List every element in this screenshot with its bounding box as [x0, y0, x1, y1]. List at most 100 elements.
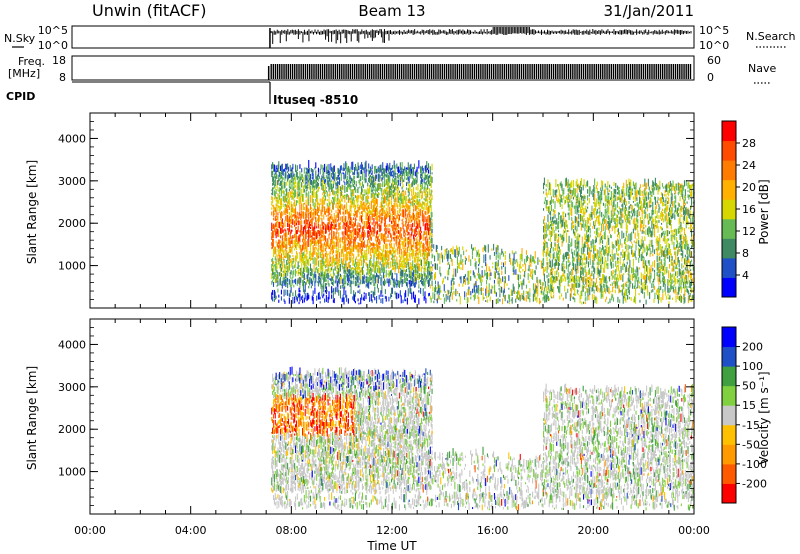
power-cell: [561, 240, 563, 247]
power-cell: [280, 205, 282, 211]
power-cell: [617, 186, 619, 195]
power-cell: [385, 264, 387, 269]
power-cell: [303, 273, 305, 281]
power-cell: [386, 249, 388, 258]
power-cell: [681, 206, 683, 213]
power-cell: [610, 256, 612, 260]
power-cell: [347, 274, 349, 283]
power-cell: [582, 219, 584, 229]
power-cell: [279, 187, 281, 194]
power-cell: [601, 180, 603, 189]
power-cell: [470, 270, 472, 274]
power-cell: [547, 214, 549, 222]
power-cell: [337, 271, 339, 280]
power-cell: [393, 170, 395, 177]
power-cell: [355, 181, 357, 184]
power-cell: [662, 213, 664, 217]
power-cell: [313, 273, 315, 283]
power-cell: [631, 249, 634, 258]
power-cell: [355, 237, 357, 240]
power-cell: [398, 280, 401, 288]
power-cell: [373, 252, 375, 255]
power-cell: [380, 252, 382, 257]
power-cell: [342, 224, 344, 230]
power-cell: [398, 280, 400, 288]
power-cell: [502, 251, 504, 254]
power-cell: [393, 284, 395, 288]
power-cell: [661, 232, 663, 238]
power-cell: [662, 197, 664, 203]
power-cell: [293, 177, 295, 185]
power-cell: [594, 282, 596, 288]
power-cell: [436, 245, 438, 250]
power-cell: [403, 265, 405, 272]
power-cell: [558, 189, 560, 197]
power-cell: [577, 259, 579, 266]
power-cell: [485, 272, 488, 280]
power-cell: [329, 216, 331, 225]
power-cell: [532, 256, 534, 262]
power-cell: [317, 244, 319, 248]
power-cell: [480, 276, 482, 282]
power-cell: [361, 162, 363, 170]
power-cell: [621, 222, 623, 229]
power-cell: [343, 222, 345, 226]
power-cell: [316, 241, 318, 246]
power-cell: [358, 165, 360, 171]
power-cell: [354, 236, 356, 242]
power-cell: [291, 277, 293, 286]
power-cell: [624, 207, 626, 215]
power-cell: [404, 238, 406, 243]
power-cell: [332, 180, 334, 184]
power-cell: [377, 252, 379, 260]
power-cell: [568, 212, 570, 221]
power-cell: [287, 223, 290, 227]
power-cell: [327, 214, 329, 217]
power-cell: [410, 238, 412, 245]
power-cell: [552, 220, 554, 225]
power-cell: [316, 176, 318, 183]
power-cell: [479, 288, 481, 292]
power-cell: [426, 226, 428, 230]
power-cell: [429, 174, 431, 183]
power-cell: [420, 226, 422, 232]
power-cell: [317, 247, 319, 256]
power-cell: [353, 231, 355, 239]
power-cell: [279, 178, 281, 182]
power-cell: [560, 275, 562, 283]
power-cell: [673, 280, 675, 283]
power-cell: [301, 269, 303, 279]
power-cell: [575, 229, 577, 233]
power-cell: [409, 228, 411, 232]
power-cell: [653, 223, 655, 229]
power-cell: [376, 174, 378, 179]
power-cell: [288, 206, 290, 210]
power-cell: [323, 185, 325, 194]
power-cell: [311, 190, 313, 196]
power-cell: [431, 280, 433, 287]
power-cell: [450, 248, 452, 252]
power-cell: [494, 272, 496, 279]
power-cell: [478, 264, 480, 267]
power-cell: [294, 189, 297, 197]
power-cell: [381, 183, 383, 188]
power-cell: [558, 254, 560, 262]
power-cell: [674, 234, 676, 241]
power-cell: [313, 205, 315, 208]
power-cell: [665, 269, 667, 275]
power-cell: [300, 277, 302, 283]
power-cell: [339, 243, 342, 249]
power-cell: [419, 259, 421, 262]
power-cell: [638, 276, 640, 282]
power-cell: [352, 267, 354, 269]
power-cell: [365, 211, 367, 215]
power-cell: [664, 203, 666, 206]
power-cell: [429, 199, 431, 208]
power-cell: [677, 212, 679, 217]
power-cell: [557, 197, 560, 203]
power-cell: [294, 214, 297, 219]
power-cell: [579, 207, 582, 214]
power-cell: [307, 178, 309, 182]
power-cell: [602, 273, 604, 281]
power-cell: [614, 253, 616, 260]
